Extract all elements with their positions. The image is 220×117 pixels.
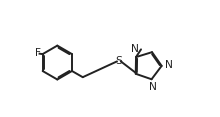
Text: S: S bbox=[116, 56, 122, 66]
Text: F: F bbox=[35, 48, 41, 58]
Text: N: N bbox=[165, 60, 173, 70]
Text: N: N bbox=[149, 82, 157, 92]
Text: N: N bbox=[130, 44, 138, 54]
